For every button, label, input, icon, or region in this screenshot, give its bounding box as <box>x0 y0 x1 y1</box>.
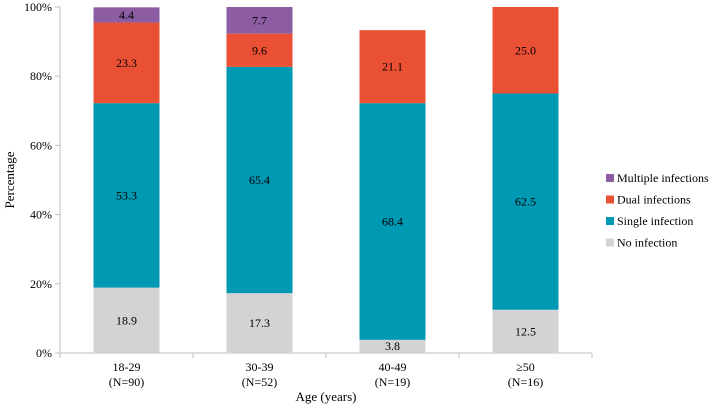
data-label-dual-infections: 21.1 <box>382 60 403 74</box>
bar-dual-infections <box>359 30 426 104</box>
y-tick-label: 80% <box>30 69 52 83</box>
legend: Multiple infections Dual infections Single… <box>606 171 709 250</box>
bar-no-infection <box>226 293 293 353</box>
data-labels: 18.9 53.3 23.3 4.4 17.3 65.4 9.6 7.7 3.8 68.4 21.1… <box>116 8 536 353</box>
y-axis-title: Percentage <box>2 151 17 208</box>
x-tick-sublabel: (N=52) <box>242 375 277 389</box>
data-label-dual-infections: 25.0 <box>515 43 536 57</box>
axes: 0% 20% 40% 60% 80% 100% Percentage 18-29(N=90) 3… <box>2 0 593 404</box>
data-label-no-infection: 17.3 <box>249 316 270 330</box>
bar-multiple-infections <box>93 7 160 23</box>
legend-label-no-infection: No infection <box>617 236 677 250</box>
data-label-no-infection: 3.8 <box>385 339 400 353</box>
x-tick-label: 30-39 <box>246 360 274 374</box>
x-tick-sublabel: (N=90) <box>109 375 144 389</box>
bar-dual-infections <box>226 33 293 67</box>
bar-multiple-infections <box>226 7 293 34</box>
legend-label-multiple-infections: Multiple infections <box>617 171 709 185</box>
data-label-multiple-infections: 4.4 <box>119 8 134 22</box>
data-label-no-infection: 18.9 <box>116 313 137 327</box>
y-tick-label: 60% <box>30 138 52 152</box>
y-tick-label: 0% <box>36 346 52 360</box>
legend-label-dual-infections: Dual infections <box>617 193 691 207</box>
bar-no-infection <box>492 309 559 353</box>
x-tick-label: ≥50 <box>516 360 535 374</box>
bar-dual-infections <box>492 7 559 94</box>
x-tick-label: 40-49 <box>379 360 407 374</box>
legend-label-single-infection: Single infection <box>617 214 693 228</box>
y-tick-label: 20% <box>30 277 52 291</box>
bar-single-infection <box>226 66 293 294</box>
legend-swatch-dual-infections <box>606 195 614 204</box>
bars <box>93 7 559 353</box>
x-tick-sublabel: (N=19) <box>375 375 410 389</box>
legend-swatch-single-infection <box>606 217 614 225</box>
x-axis-title: Age (years) <box>296 389 357 404</box>
y-tick-label: 100% <box>24 0 52 14</box>
data-label-multiple-infections: 7.7 <box>252 13 267 27</box>
bar-single-infection <box>93 103 160 288</box>
data-label-single-infection: 65.4 <box>249 173 270 187</box>
x-tick-label: 18-29 <box>113 360 141 374</box>
bar-single-infection <box>492 93 559 310</box>
data-label-single-infection: 53.3 <box>116 188 137 202</box>
x-tick-sublabel: (N=16) <box>508 375 543 389</box>
legend-swatch-no-infection <box>606 238 614 247</box>
data-label-single-infection: 68.4 <box>382 215 403 229</box>
data-label-dual-infections: 23.3 <box>116 56 137 70</box>
y-tick-label: 40% <box>30 208 52 222</box>
bar-dual-infections <box>93 22 160 104</box>
bar-single-infection <box>359 103 426 340</box>
data-label-dual-infections: 9.6 <box>252 43 267 57</box>
data-label-no-infection: 12.5 <box>515 324 536 338</box>
bar-no-infection <box>359 339 426 353</box>
bar-no-infection <box>93 287 160 353</box>
legend-swatch-multiple-infections <box>606 174 614 182</box>
data-label-single-infection: 62.5 <box>515 195 536 209</box>
